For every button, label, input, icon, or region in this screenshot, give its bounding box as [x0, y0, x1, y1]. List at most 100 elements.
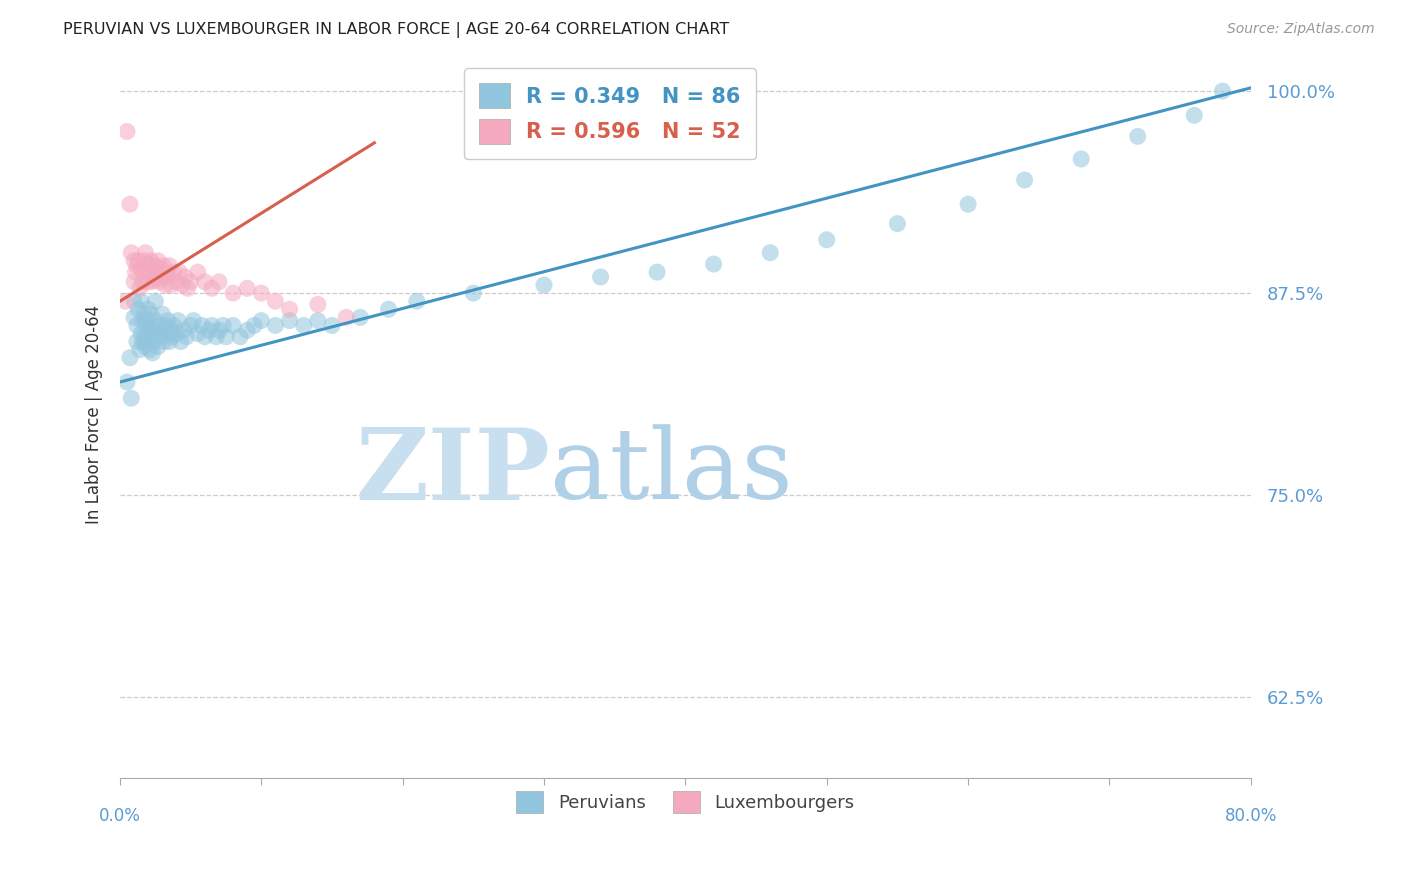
Point: [160, 278, 183, 293]
Point: [138, 318, 160, 333]
Point: [132, 330, 155, 344]
Point: [264, 294, 287, 309]
Point: [163, 265, 186, 279]
Point: [122, 275, 145, 289]
Point: [174, 269, 197, 284]
Point: [163, 318, 186, 333]
Point: [136, 302, 159, 317]
Point: [194, 275, 217, 289]
Point: [229, 330, 252, 344]
Point: [167, 313, 190, 327]
Point: [143, 259, 166, 273]
Point: [170, 334, 193, 349]
Point: [222, 286, 245, 301]
Point: [243, 318, 266, 333]
Point: [128, 343, 150, 357]
Point: [201, 281, 224, 295]
Text: 80.0%: 80.0%: [1225, 807, 1277, 825]
Point: [187, 265, 209, 279]
Point: [150, 269, 173, 284]
Point: [208, 323, 231, 337]
Point: [139, 330, 162, 344]
Point: [321, 318, 343, 333]
Point: [187, 326, 209, 341]
Point: [1070, 152, 1092, 166]
Point: [162, 330, 184, 344]
Point: [122, 294, 145, 309]
Point: [129, 261, 152, 276]
Point: [215, 330, 238, 344]
Point: [463, 286, 485, 301]
Point: [307, 297, 329, 311]
Point: [118, 351, 141, 365]
Point: [131, 313, 153, 327]
Point: [125, 318, 148, 333]
Point: [1014, 173, 1036, 187]
Point: [139, 253, 162, 268]
Point: [212, 318, 235, 333]
Point: [156, 267, 179, 281]
Point: [134, 245, 156, 260]
Point: [134, 265, 156, 279]
Point: [349, 310, 371, 325]
Point: [127, 253, 149, 268]
Point: [142, 334, 165, 349]
Point: [169, 265, 191, 279]
Point: [405, 294, 427, 309]
Point: [307, 313, 329, 327]
Point: [198, 323, 221, 337]
Point: [152, 259, 174, 273]
Point: [1126, 129, 1149, 144]
Point: [139, 307, 162, 321]
Point: [125, 334, 148, 349]
Point: [122, 310, 145, 325]
Point: [146, 339, 169, 353]
Point: [135, 275, 157, 289]
Point: [173, 323, 195, 337]
Point: [134, 318, 156, 333]
Point: [141, 323, 163, 337]
Point: [143, 313, 166, 327]
Point: [201, 318, 224, 333]
Point: [132, 253, 155, 268]
Point: [236, 323, 259, 337]
Point: [129, 326, 152, 341]
Text: PERUVIAN VS LUXEMBOURGER IN LABOR FORCE | AGE 20-64 CORRELATION CHART: PERUVIAN VS LUXEMBOURGER IN LABOR FORCE …: [63, 22, 730, 38]
Point: [129, 294, 152, 309]
Point: [160, 323, 183, 337]
Point: [180, 275, 202, 289]
Point: [278, 302, 301, 317]
Point: [172, 278, 194, 293]
Point: [156, 326, 179, 341]
Point: [177, 281, 200, 295]
Point: [166, 326, 188, 341]
Point: [1212, 84, 1234, 98]
Point: [236, 281, 259, 295]
Point: [138, 267, 160, 281]
Point: [250, 313, 273, 327]
Point: [124, 265, 146, 279]
Point: [135, 313, 157, 327]
Point: [127, 302, 149, 317]
Point: [149, 261, 172, 276]
Point: [150, 323, 173, 337]
Point: [222, 318, 245, 333]
Point: [292, 318, 315, 333]
Point: [183, 313, 205, 327]
Text: Source: ZipAtlas.com: Source: ZipAtlas.com: [1227, 22, 1375, 37]
Point: [143, 294, 166, 309]
Point: [131, 334, 153, 349]
Point: [152, 334, 174, 349]
Point: [149, 330, 172, 344]
Point: [131, 275, 153, 289]
Point: [145, 326, 167, 341]
Text: ZIP: ZIP: [354, 424, 550, 521]
Point: [180, 318, 202, 333]
Point: [703, 257, 725, 271]
Point: [122, 253, 145, 268]
Point: [118, 197, 141, 211]
Point: [141, 261, 163, 276]
Point: [957, 197, 980, 211]
Point: [128, 281, 150, 295]
Point: [150, 307, 173, 321]
